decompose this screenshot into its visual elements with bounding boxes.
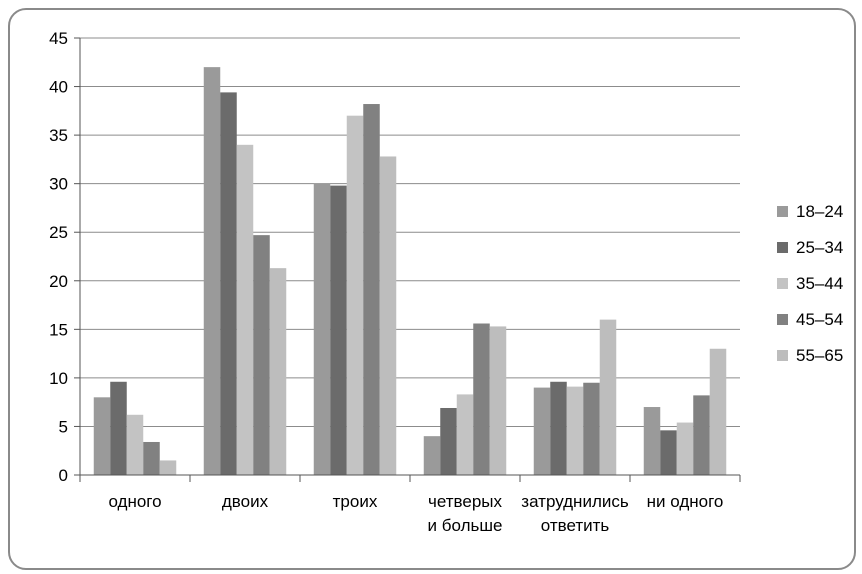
bar <box>346 115 364 475</box>
bar <box>583 382 600 475</box>
y-tick-label: 0 <box>59 466 68 485</box>
bar <box>550 381 567 475</box>
bars <box>93 67 727 476</box>
bar <box>203 67 221 475</box>
bar <box>220 92 237 475</box>
bar <box>473 323 490 475</box>
bar <box>93 397 111 475</box>
chart-frame <box>8 8 856 570</box>
legend-label: 55–65 <box>796 346 843 365</box>
y-tick-label: 5 <box>59 417 68 436</box>
bar <box>126 414 144 475</box>
bar <box>456 394 474 475</box>
category-label: ни одного <box>647 492 724 511</box>
bar <box>533 387 551 475</box>
category-labels: одного двоих троих четверых и больше затрудни… <box>108 492 723 535</box>
y-tick-label: 45 <box>49 29 68 48</box>
legend-swatch <box>777 278 788 289</box>
category-label: и больше <box>428 516 503 535</box>
category-label: одного <box>108 492 161 511</box>
legend-label: 45–54 <box>796 310 843 329</box>
legend-label: 25–34 <box>796 238 843 257</box>
bar <box>379 156 397 475</box>
category-label: двоих <box>222 492 269 511</box>
bar <box>599 319 617 475</box>
bar <box>236 144 254 476</box>
legend: 18–24 25–34 35–44 45–54 55–65 <box>777 202 843 365</box>
y-tick-label: 25 <box>49 223 68 242</box>
bar <box>566 386 584 475</box>
category-label: четверых <box>428 492 503 511</box>
bar <box>110 381 127 475</box>
y-tick-label: 10 <box>49 369 68 388</box>
legend-swatch <box>777 206 788 217</box>
y-tick-labels: 0 5 10 15 20 25 30 35 40 45 <box>49 29 68 485</box>
gridlines <box>80 37 740 427</box>
category-label: троих <box>333 492 378 511</box>
legend-swatch <box>777 314 788 325</box>
bar <box>643 407 661 475</box>
y-tick-label: 40 <box>49 78 68 97</box>
axes <box>74 37 741 482</box>
bar <box>330 185 347 475</box>
bar <box>253 235 270 475</box>
bar <box>693 395 710 475</box>
bar <box>709 348 727 475</box>
bar <box>489 326 507 475</box>
y-tick-label: 30 <box>49 175 68 194</box>
bar <box>269 268 287 475</box>
bar <box>363 104 380 475</box>
bar <box>423 436 441 475</box>
legend-swatch <box>777 350 788 361</box>
bar <box>143 441 160 475</box>
category-label: затруднились <box>521 492 629 511</box>
legend-label: 35–44 <box>796 274 843 293</box>
y-tick-label: 20 <box>49 272 68 291</box>
legend-swatch <box>777 242 788 253</box>
bar <box>313 183 331 475</box>
bar <box>440 407 457 475</box>
bar <box>660 430 677 475</box>
bar <box>159 460 177 475</box>
category-label: ответить <box>541 516 610 535</box>
legend-label: 18–24 <box>796 202 843 221</box>
y-tick-label: 35 <box>49 126 68 145</box>
bar <box>676 422 694 475</box>
y-tick-label: 15 <box>49 320 68 339</box>
